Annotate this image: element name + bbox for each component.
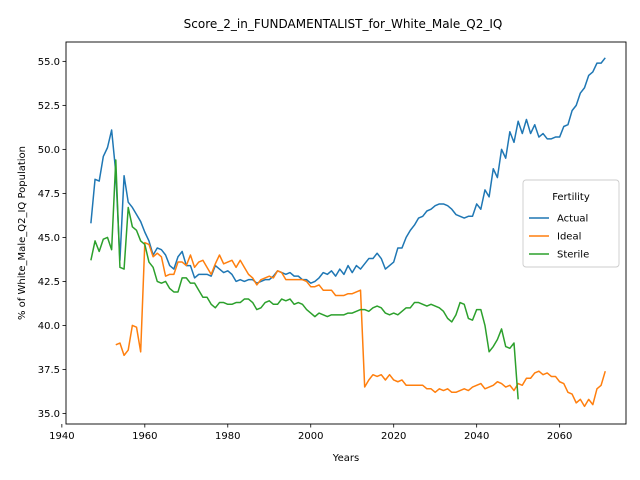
series-line-actual bbox=[90, 57, 606, 284]
legend-label-actual: Actual bbox=[557, 214, 588, 225]
series-line-sterile bbox=[90, 159, 519, 400]
legend-label-sterile: Sterile bbox=[557, 250, 589, 261]
legend-box bbox=[522, 179, 620, 268]
legend-label-ideal: Ideal bbox=[557, 232, 581, 243]
x-tick-label: 2040 bbox=[464, 431, 489, 442]
x-axis: 1940 1960 1980 2000 2020 2040 2060 bbox=[49, 424, 572, 442]
plot-frame bbox=[65, 41, 627, 425]
series-lines bbox=[90, 57, 606, 408]
chart-title: Score_2_in_FUNDAMENTALIST_for_White_Male… bbox=[184, 17, 503, 31]
series-line-ideal bbox=[115, 241, 606, 408]
x-axis-label: Years bbox=[332, 453, 359, 464]
y-tick-label: 35.0 bbox=[38, 409, 60, 420]
y-tick-label: 37.5 bbox=[38, 365, 60, 376]
x-tick-label: 2060 bbox=[547, 431, 572, 442]
y-tick-label: 52.5 bbox=[38, 101, 60, 112]
y-axis-label: % of White_Male_Q2_IQ Population bbox=[17, 146, 28, 320]
legend: Fertility Actual Ideal Sterile bbox=[522, 179, 620, 268]
y-tick-label: 40.0 bbox=[38, 321, 60, 332]
y-tick-label: 45.0 bbox=[38, 233, 60, 244]
y-tick-label: 55.0 bbox=[38, 57, 60, 68]
y-axis: 35.0 37.5 40.0 42.5 45.0 47.5 50.0 52.5 55.0 bbox=[38, 57, 66, 420]
x-tick-label: 1940 bbox=[49, 431, 74, 442]
x-tick-label: 1960 bbox=[132, 431, 157, 442]
legend-title: Fertility bbox=[552, 192, 590, 203]
y-tick-label: 50.0 bbox=[38, 145, 60, 156]
x-tick-label: 1980 bbox=[215, 431, 240, 442]
x-tick-label: 2000 bbox=[298, 431, 323, 442]
y-tick-label: 42.5 bbox=[38, 277, 60, 288]
x-tick-label: 2020 bbox=[381, 431, 406, 442]
y-tick-label: 47.5 bbox=[38, 189, 60, 200]
